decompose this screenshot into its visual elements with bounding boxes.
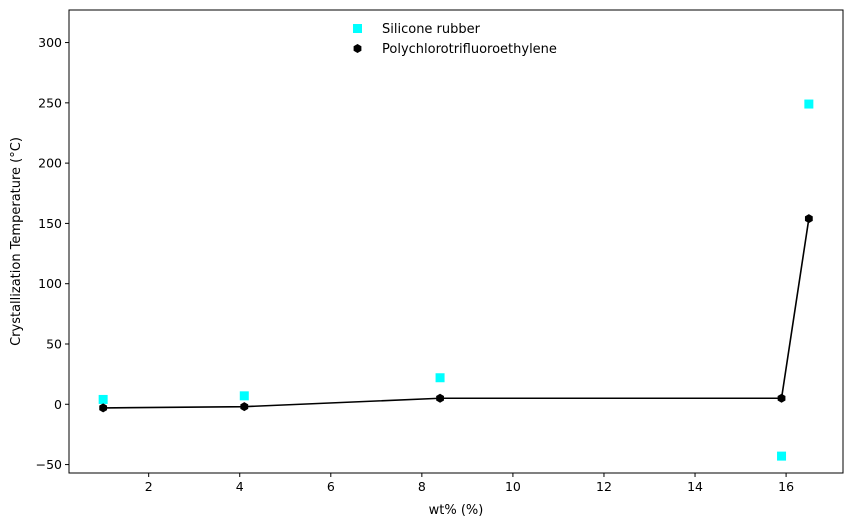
y-tick-label: 250 [38, 95, 62, 110]
y-tick-label: 100 [38, 276, 62, 291]
y-tick-label: 0 [54, 397, 62, 412]
legend: Silicone rubber Polychlorotrifluoroethyl… [353, 22, 557, 57]
legend-marker-polychlorotrifluoroethylene [353, 44, 362, 53]
plot-marks [98, 99, 814, 461]
y-tick-label: −50 [36, 457, 62, 472]
data-point-silicone-rubber [435, 373, 445, 383]
y-tick-label: 200 [38, 156, 62, 171]
legend-marker-silicone-rubber [353, 24, 362, 33]
data-point-silicone-rubber [239, 391, 249, 401]
y-tick-label: 150 [38, 216, 62, 231]
y-tick-label: 50 [46, 336, 62, 351]
x-axis-label: wt% (%) [429, 503, 484, 518]
data-point-polychlorotrifluoroethylene [436, 393, 444, 403]
data-point-silicone-rubber [777, 451, 787, 461]
x-tick-label: 6 [327, 479, 335, 494]
x-tick-label: 8 [418, 479, 426, 494]
data-point-polychlorotrifluoroethylene [804, 214, 813, 224]
x-tick-label: 2 [145, 479, 153, 494]
axis-ticks: 2 4 6 8 10 12 14 16 −50 0 50 100 150 200 250 300 [36, 35, 794, 494]
y-axis-label: Crystallization Temperature (°C) [9, 137, 24, 346]
data-point-silicone-rubber [804, 99, 814, 109]
y-tick-label: 300 [38, 35, 62, 50]
legend-label-silicone-rubber: Silicone rubber [382, 22, 481, 37]
x-tick-label: 14 [687, 479, 703, 494]
x-tick-label: 16 [778, 479, 794, 494]
data-point-polychlorotrifluoroethylene [777, 393, 786, 403]
data-point-polychlorotrifluoroethylene [240, 402, 249, 412]
data-point-polychlorotrifluoroethylene [99, 403, 108, 413]
x-tick-label: 12 [596, 479, 612, 494]
plot-frame [68, 9, 844, 474]
x-tick-label: 10 [505, 479, 521, 494]
legend-label-polychlorotrifluoroethylene: Polychlorotrifluoroethylene [382, 42, 557, 57]
x-tick-label: 4 [236, 479, 244, 494]
data-point-silicone-rubber [98, 394, 108, 404]
series-line-polychlorotrifluoroethylene [103, 218, 810, 409]
